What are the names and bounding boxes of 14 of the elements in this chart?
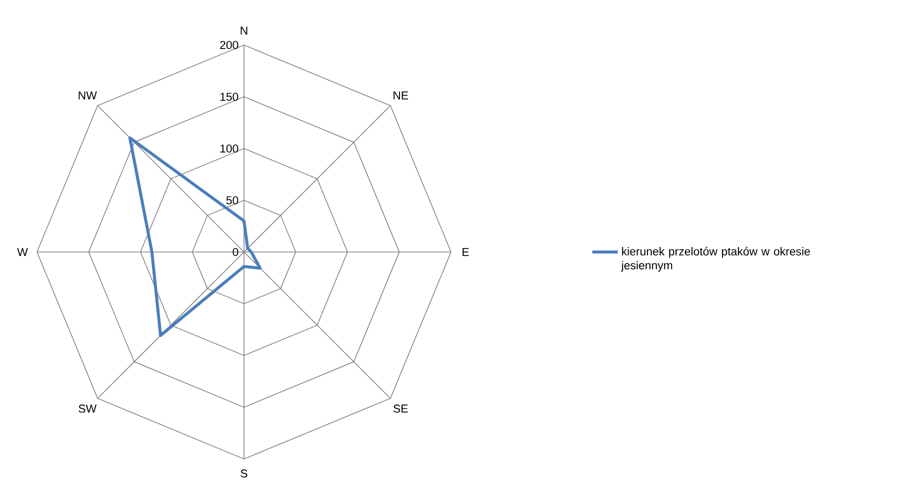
spoke-label: N <box>240 26 248 34</box>
spoke-label: SE <box>393 404 408 413</box>
y-tick-label: 0 <box>232 248 238 256</box>
y-tick-label: 200 <box>220 40 238 50</box>
spoke-label: S <box>240 469 248 478</box>
spoke-label: W <box>17 248 28 256</box>
y-tick-label: 50 <box>226 196 238 204</box>
spoke-label: NW <box>78 91 97 100</box>
y-tick-label: 150 <box>220 92 238 101</box>
spoke-label: SW <box>78 404 97 413</box>
y-tick-label: 100 <box>220 144 238 153</box>
legend-label: kierunek przelotów ptaków w okresie jesiennym <box>621 246 810 272</box>
spoke-label: NE <box>394 91 408 100</box>
spoke-label: E <box>462 248 469 256</box>
